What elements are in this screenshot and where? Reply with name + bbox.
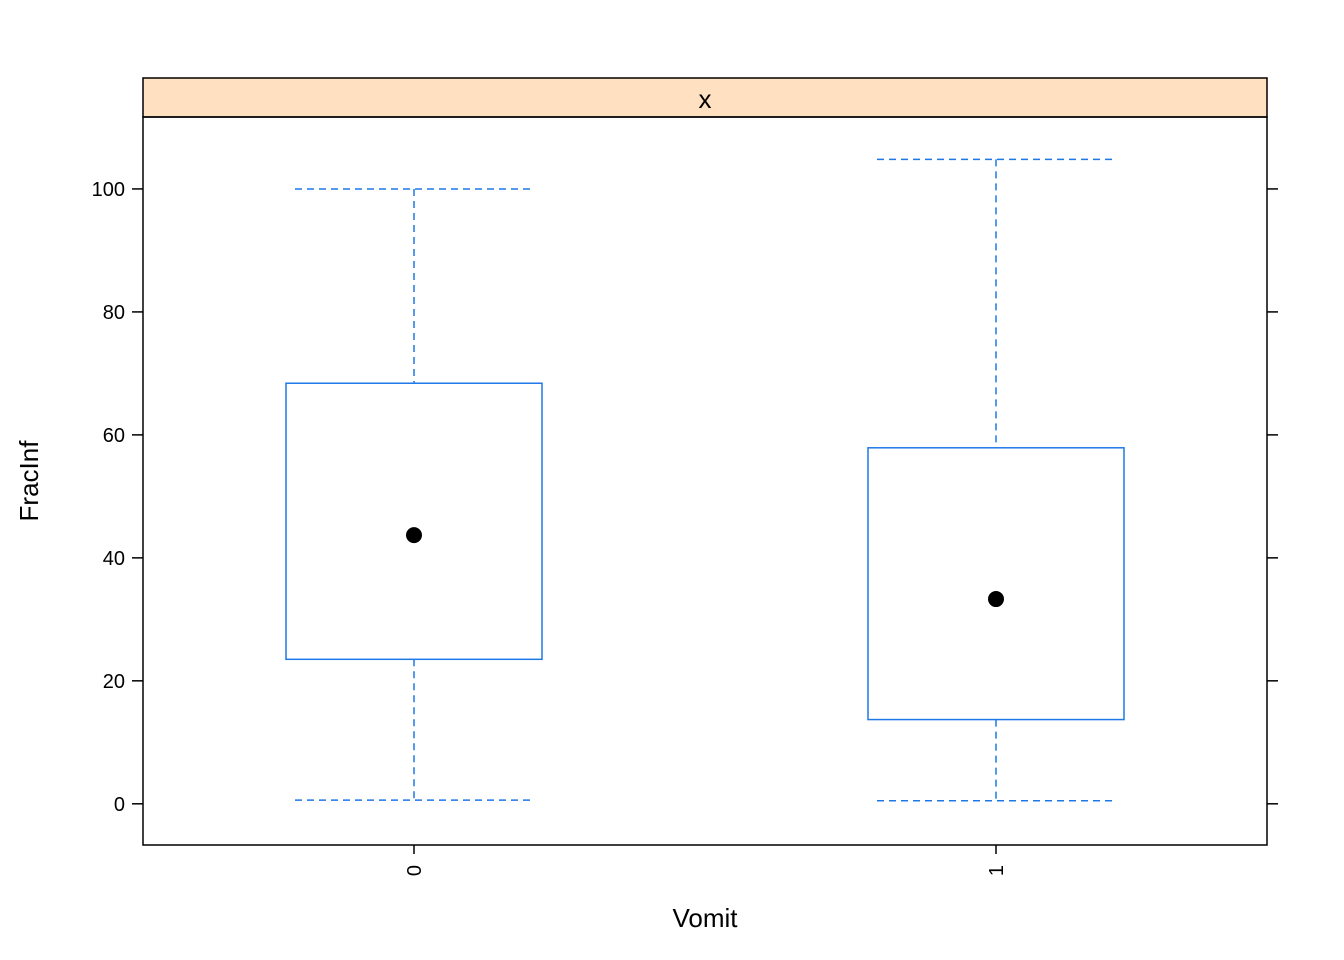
y-tick-label: 20	[103, 671, 125, 693]
box-iqr	[285, 382, 543, 661]
y-tick-label: 0	[114, 794, 125, 816]
x-axis-title: Vomit	[672, 903, 738, 933]
panel-strip	[142, 77, 1268, 118]
x-tick-label: 1	[986, 865, 1008, 876]
chart-marks	[285, 158, 1125, 802]
plot-frame	[142, 116, 1268, 846]
x-tick-label: 0	[404, 865, 426, 876]
y-tick-label: 40	[103, 548, 125, 570]
y-axis-title: FracInf	[14, 440, 44, 522]
y-tick-label: 80	[103, 302, 125, 324]
y-tick-label: 60	[103, 425, 125, 447]
y-tick-label: 100	[92, 179, 125, 201]
median-dot	[406, 527, 422, 544]
panel-strip-title: x	[699, 84, 712, 114]
median-dot	[988, 591, 1004, 608]
box-iqr	[867, 447, 1125, 721]
